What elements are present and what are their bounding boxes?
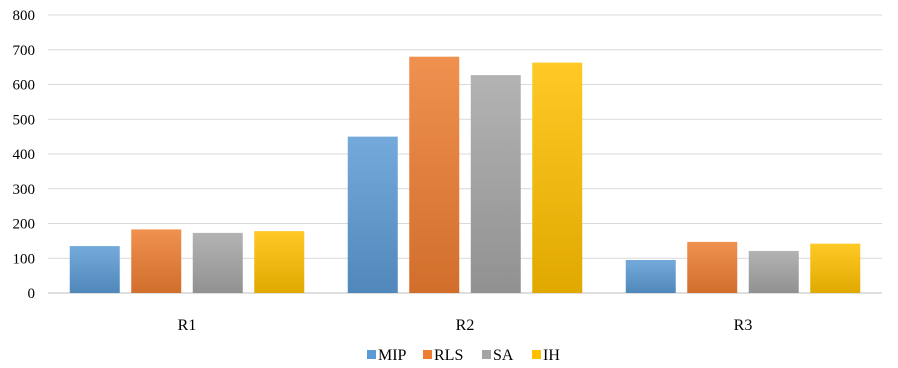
category-label: R3 bbox=[734, 317, 753, 334]
bar-ih-r1 bbox=[254, 231, 305, 293]
bar-sa-r1 bbox=[192, 232, 243, 293]
bar-ih-r3 bbox=[810, 243, 861, 293]
x-axis-category-labels: R1 R2 R3 bbox=[178, 317, 753, 334]
y-tick-label: 400 bbox=[13, 147, 36, 163]
y-tick-label: 500 bbox=[13, 112, 36, 128]
legend-label-mip: MIP bbox=[378, 347, 407, 364]
y-tick-label: 200 bbox=[13, 217, 36, 233]
legend-label-ih: IH bbox=[543, 347, 560, 364]
bar-rls-r2 bbox=[409, 56, 460, 294]
legend-swatch-sa bbox=[482, 350, 491, 359]
legend-swatch-rls bbox=[423, 350, 432, 359]
bar-rls-r3 bbox=[687, 241, 738, 293]
category-label: R1 bbox=[178, 317, 197, 334]
y-tick-label: 100 bbox=[13, 251, 36, 267]
bar-mip-r3 bbox=[625, 259, 676, 293]
legend-label-rls: RLS bbox=[434, 347, 463, 364]
y-tick-label: 0 bbox=[28, 286, 36, 302]
bar-ih-r2 bbox=[532, 62, 583, 293]
category-label: R2 bbox=[456, 317, 475, 334]
legend-label-sa: SA bbox=[493, 347, 514, 364]
legend: MIP RLS SA IH bbox=[367, 347, 560, 364]
legend-swatch-mip bbox=[367, 350, 376, 359]
bar-rls-r1 bbox=[131, 229, 182, 293]
y-tick-label: 600 bbox=[13, 78, 36, 94]
gridlines bbox=[48, 14, 882, 294]
y-axis-tick-labels: 0 100 200 300 400 500 600 700 800 bbox=[13, 8, 36, 302]
y-tick-label: 700 bbox=[13, 43, 36, 59]
bars bbox=[69, 56, 861, 294]
y-tick-label: 800 bbox=[13, 8, 36, 24]
y-tick-label: 300 bbox=[13, 182, 36, 198]
bar-mip-r2 bbox=[347, 136, 398, 293]
bar-sa-r2 bbox=[470, 75, 521, 294]
bar-sa-r3 bbox=[748, 250, 799, 293]
legend-swatch-ih bbox=[532, 350, 541, 359]
bar-mip-r1 bbox=[69, 246, 120, 293]
